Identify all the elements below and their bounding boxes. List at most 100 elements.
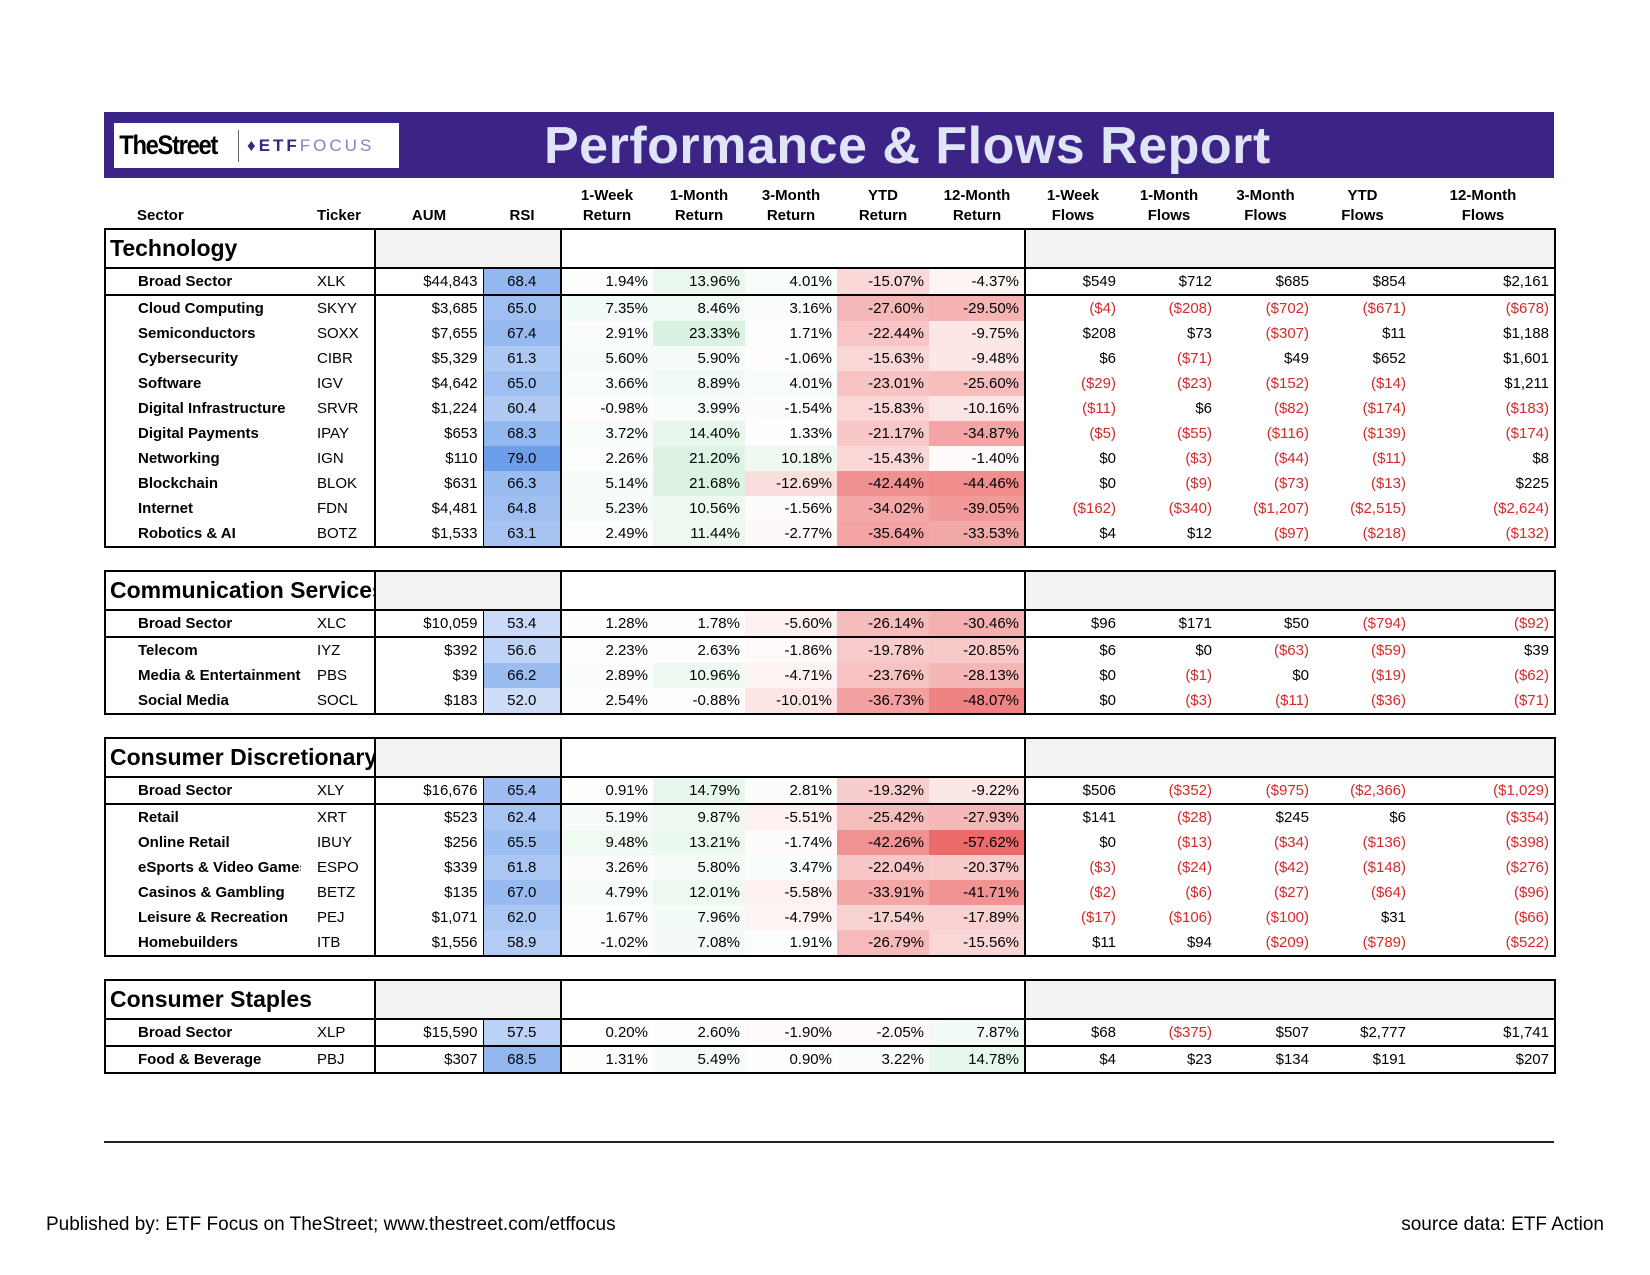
- table-row: Blockchain BLOK $631 66.3 5.14% 21.68% -12.69%…: [104, 471, 1556, 496]
- flow-cell: $11: [1025, 930, 1121, 957]
- return-cell: -42.44%: [837, 471, 929, 496]
- return-cell: 21.20%: [653, 446, 745, 471]
- diamond-icon: ♦: [247, 135, 259, 155]
- return-cell: 2.26%: [561, 446, 653, 471]
- rsi-cell: 61.3: [482, 346, 562, 371]
- flow-cell: ($27): [1273, 884, 1309, 901]
- footer-divider: [104, 1141, 1554, 1143]
- section-header-fill: [1025, 228, 1556, 269]
- return-cell: -33.91%: [837, 880, 929, 905]
- return-cell: 1.28%: [561, 610, 653, 638]
- sector-cell: Cloud Computing: [104, 295, 301, 321]
- sector-cell: Digital Payments: [104, 421, 301, 446]
- column-header: RSI: [483, 178, 561, 229]
- flow-cell: $4: [1025, 521, 1121, 548]
- section-header-fill: [1025, 979, 1556, 1020]
- flow-cell: $0: [1099, 667, 1116, 684]
- logo-etf-focus: ♦ETFFOCUS: [247, 136, 374, 156]
- flow-cell: $208: [1082, 325, 1116, 342]
- return-cell: 9.48%: [561, 830, 653, 855]
- return-cell: 2.23%: [561, 637, 653, 663]
- flow-cell: ($71): [1176, 350, 1212, 367]
- return-cell: 0.91%: [561, 777, 653, 805]
- flow-cell: $171: [1121, 610, 1217, 638]
- flow-cell: $854: [1314, 268, 1411, 296]
- table-row: Semiconductors SOXX $7,655 67.4 2.91% 23.33% 1…: [104, 321, 1556, 346]
- flow-cell: ($218): [1314, 521, 1411, 548]
- return-cell: -22.04%: [837, 855, 929, 880]
- column-header-line: RSI: [509, 207, 535, 224]
- return-cell: 7.35%: [561, 295, 653, 321]
- return-cell: -10.16%: [929, 396, 1026, 421]
- flow-cell: ($24): [1176, 859, 1212, 876]
- return-cell: 10.96%: [653, 663, 745, 688]
- rsi-cell: 68.5: [482, 1046, 562, 1074]
- flow-cell: $6: [1099, 642, 1116, 659]
- flow-cell: ($59): [1370, 642, 1406, 659]
- section-header-fill: [561, 228, 1026, 269]
- flow-cell: ($28): [1176, 809, 1212, 826]
- return-cell: -1.06%: [745, 346, 837, 371]
- table-row: Digital Infrastructure SRVR $1,224 60.4 -0.9…: [104, 396, 1556, 421]
- flow-cell: $94: [1121, 930, 1217, 957]
- column-header-line: 1-Week: [1046, 187, 1100, 204]
- column-header-line: AUM: [411, 207, 447, 224]
- return-cell: -34.02%: [837, 496, 929, 521]
- column-header-line: Flows: [1051, 207, 1095, 224]
- table-row: Homebuilders ITB $1,556 58.9 -1.02% 7.08% 1.91…: [104, 930, 1556, 957]
- flow-cell: ($29): [1080, 375, 1116, 392]
- return-cell: 10.18%: [745, 446, 837, 471]
- flow-cell: $2,777: [1314, 1019, 1411, 1047]
- return-cell: -23.76%: [837, 663, 929, 688]
- return-cell: -23.01%: [837, 371, 929, 396]
- return-cell: 2.63%: [653, 637, 745, 663]
- aum-cell: $1,071: [431, 909, 478, 926]
- sector-cell: Software: [104, 371, 301, 396]
- flow-cell: ($116): [1266, 425, 1309, 442]
- return-cell: -39.05%: [929, 496, 1026, 521]
- aum-cell: $3,685: [431, 300, 478, 317]
- return-cell: -9.22%: [929, 777, 1026, 805]
- sector-cell: Broad Sector: [104, 268, 301, 296]
- ticker-cell: PBJ: [301, 1046, 376, 1074]
- sector-cell: Online Retail: [104, 830, 301, 855]
- flow-cell: ($3): [1089, 859, 1116, 876]
- flow-cell: ($97): [1217, 521, 1314, 548]
- section-header-fill: [374, 228, 562, 269]
- return-cell: 3.47%: [745, 855, 837, 880]
- ticker-cell: XLP: [301, 1019, 376, 1047]
- column-header-line: Sector: [137, 207, 184, 224]
- return-cell: -35.64%: [837, 521, 929, 548]
- return-cell: -19.78%: [837, 637, 929, 663]
- section-header: Technology: [104, 228, 1556, 269]
- flow-cell: ($6): [1185, 884, 1212, 901]
- rsi-cell: 66.3: [482, 471, 562, 496]
- column-header-line: 3-Month: [761, 187, 821, 204]
- column-header-line: Return: [952, 207, 1002, 224]
- performance-table: Sector Ticker AUM RSI 1-Week Return 1-Month Ret…: [104, 178, 1556, 1074]
- rsi-cell: 52.0: [482, 688, 562, 715]
- table-row: Food & Beverage PBJ $307 68.5 1.31% 5.49% 0.90…: [104, 1046, 1556, 1074]
- flow-cell: ($34): [1273, 834, 1309, 851]
- flow-cell: $11: [1382, 325, 1406, 342]
- return-cell: 1.33%: [745, 421, 837, 446]
- rsi-cell: 61.8: [482, 855, 562, 880]
- ticker-cell: IPAY: [301, 421, 376, 446]
- table-row: Social Media SOCL $183 52.0 2.54% -0.88% -10.0…: [104, 688, 1556, 715]
- column-header-line: Return: [766, 207, 816, 224]
- ticker-cell: BLOK: [301, 471, 376, 496]
- rsi-cell: 67.0: [482, 880, 562, 905]
- flow-cell: ($307): [1265, 325, 1309, 342]
- return-cell: 5.80%: [653, 855, 745, 880]
- column-header-line: YTD: [1347, 187, 1378, 204]
- column-header: 1-Month Flows: [1121, 178, 1217, 229]
- return-cell: -1.86%: [745, 637, 837, 663]
- flow-cell: ($1,207): [1253, 500, 1309, 517]
- aum-cell: $339: [444, 859, 478, 876]
- return-cell: 1.71%: [745, 321, 837, 346]
- flow-cell: ($152): [1265, 375, 1309, 392]
- aum-cell: $5,329: [431, 350, 478, 367]
- flow-cell: ($71): [1411, 688, 1556, 715]
- aum-cell: $4,481: [431, 500, 478, 517]
- return-cell: 14.40%: [653, 421, 745, 446]
